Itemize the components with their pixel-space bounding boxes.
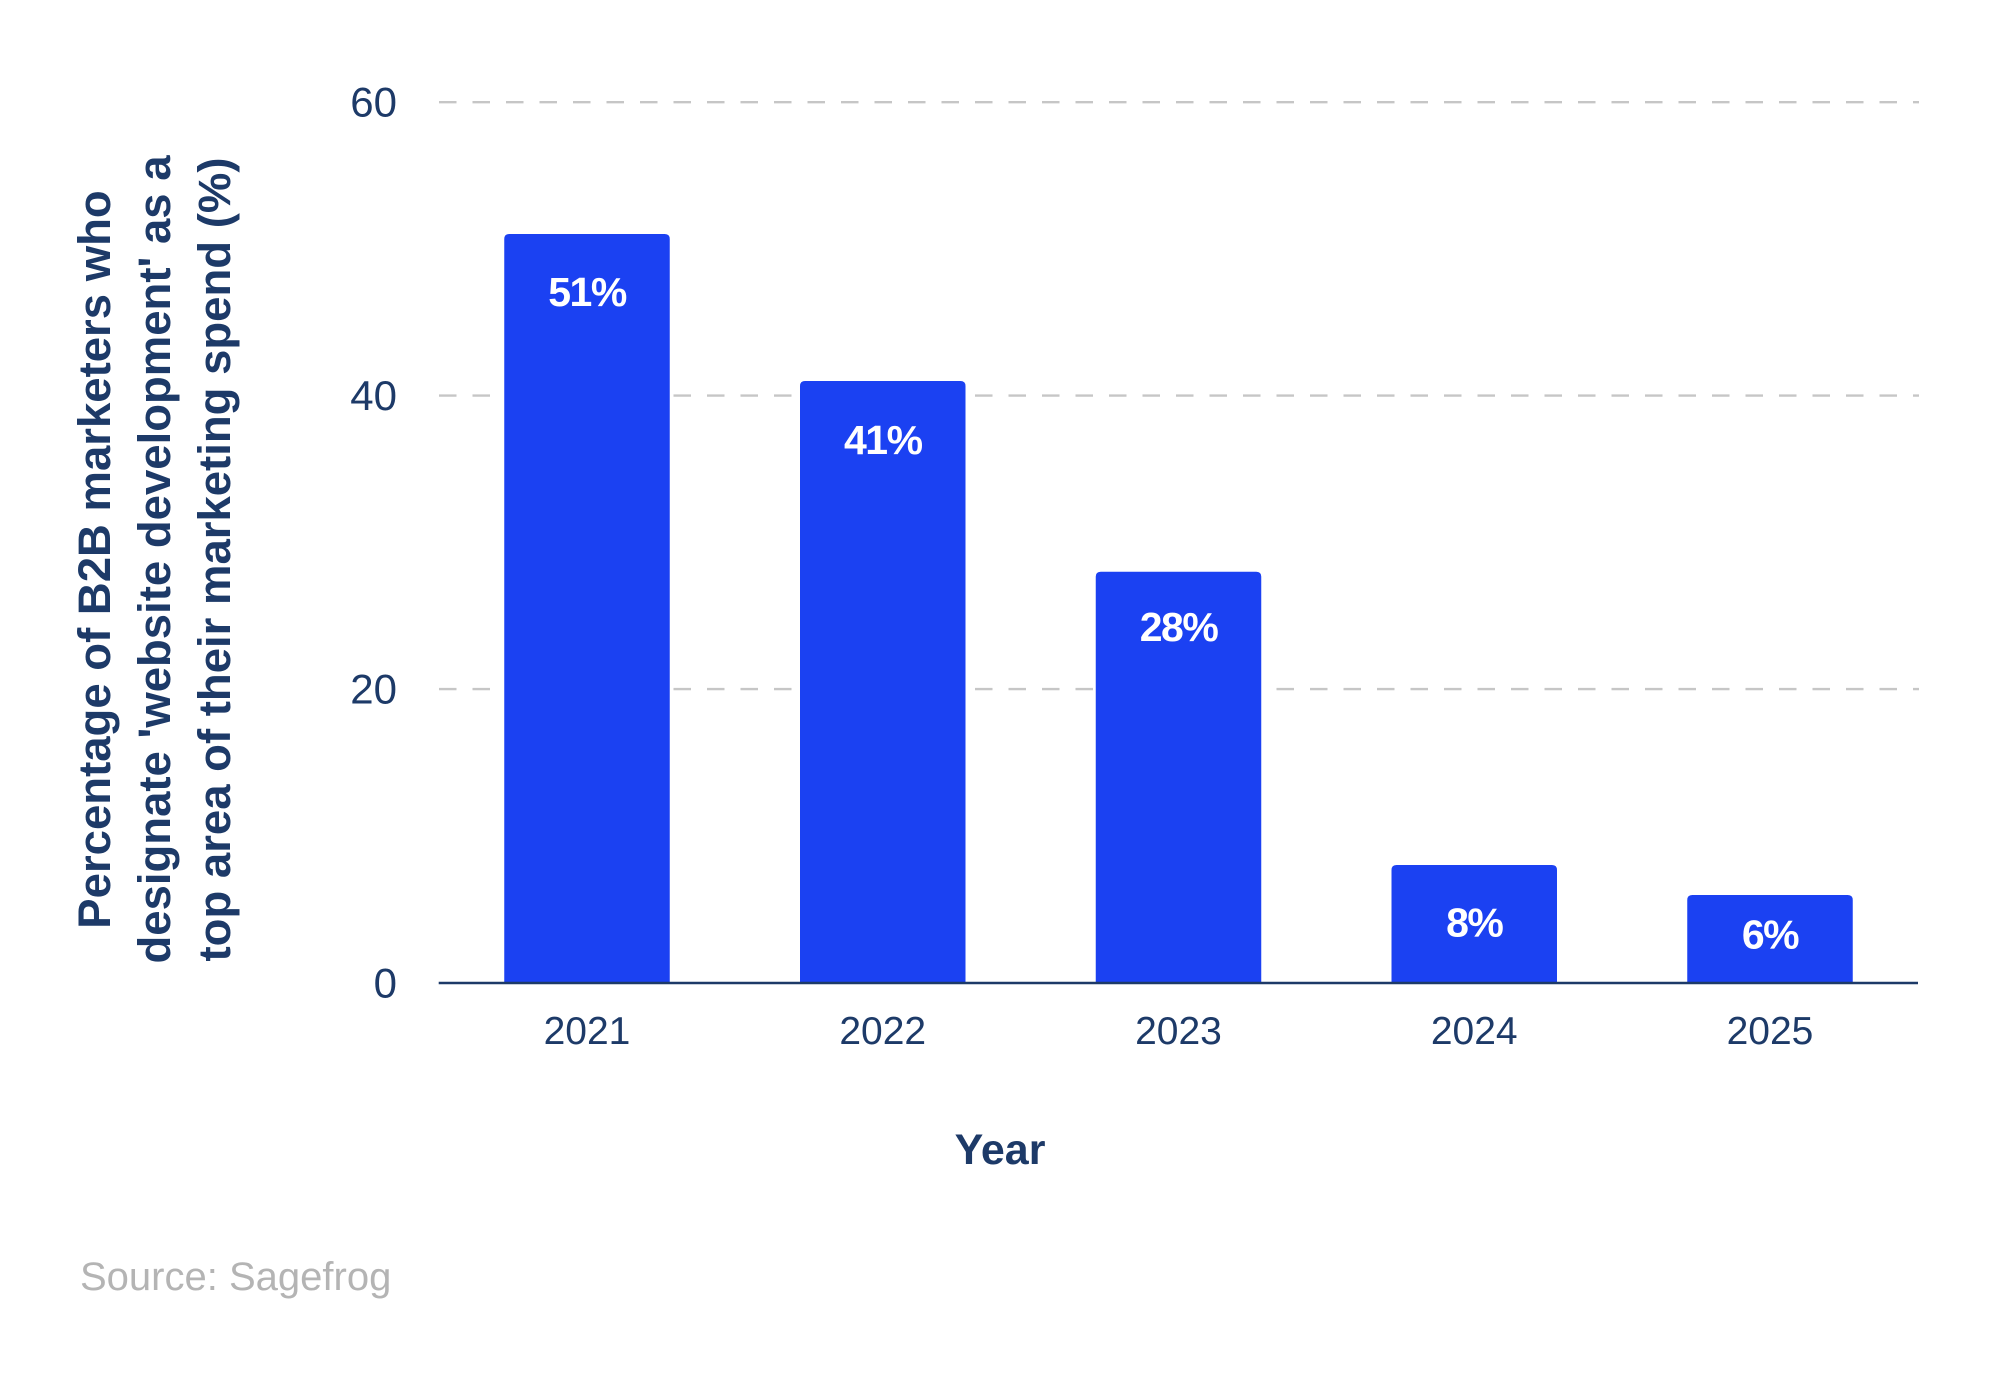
- svg-text:60: 60: [350, 79, 397, 126]
- svg-text:40: 40: [350, 372, 397, 419]
- svg-text:2024: 2024: [1431, 1010, 1518, 1053]
- svg-text:designate 'website development: designate 'website development' as a: [129, 155, 180, 964]
- svg-text:2025: 2025: [1727, 1010, 1814, 1053]
- svg-text:20: 20: [350, 666, 397, 713]
- svg-text:51%: 51%: [548, 269, 627, 315]
- svg-text:6%: 6%: [1742, 912, 1799, 958]
- svg-text:2021: 2021: [544, 1010, 631, 1053]
- svg-text:41%: 41%: [844, 417, 923, 463]
- svg-text:0: 0: [374, 960, 397, 1007]
- svg-text:8%: 8%: [1446, 900, 1503, 946]
- svg-text:Percentage of B2B marketers wh: Percentage of B2B marketers who: [69, 190, 120, 928]
- svg-text:Year: Year: [955, 1126, 1046, 1174]
- svg-text:Source: Sagefrog: Source: Sagefrog: [80, 1255, 391, 1299]
- svg-text:top area of their marketing sp: top area of their marketing spend (%): [189, 158, 240, 962]
- svg-text:2023: 2023: [1135, 1010, 1222, 1053]
- svg-text:28%: 28%: [1140, 604, 1219, 650]
- svg-text:2022: 2022: [839, 1010, 926, 1053]
